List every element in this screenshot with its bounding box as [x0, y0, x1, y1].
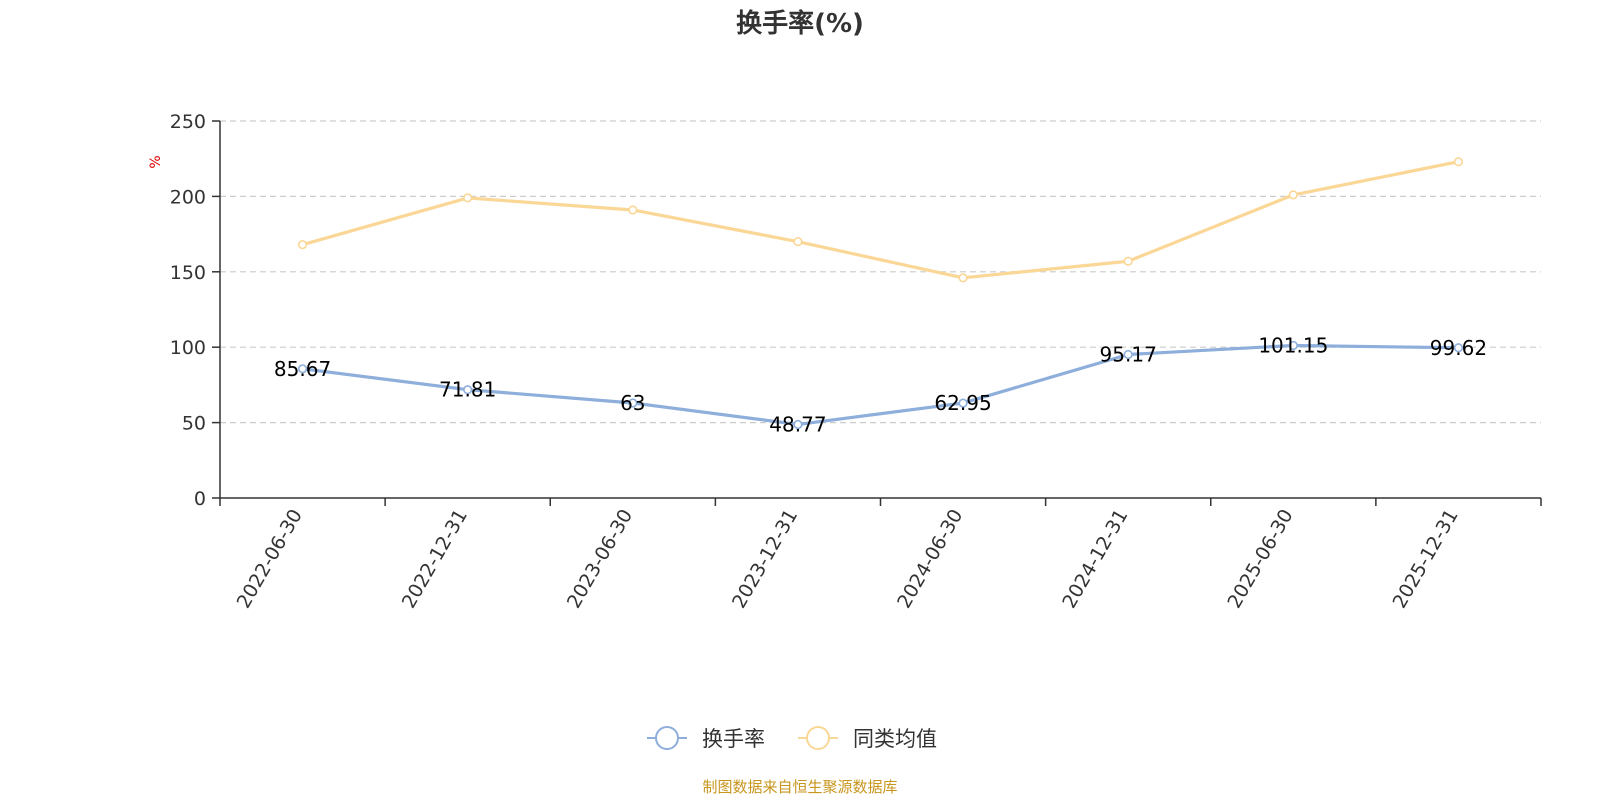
y-tick-label: 50	[182, 413, 206, 435]
x-tick-label: 2023-06-30	[563, 506, 637, 613]
chart-title: 换手率(%)	[736, 8, 864, 39]
legend-item-peer-average[interactable]: 同类均值	[798, 726, 937, 751]
axes	[219, 121, 1541, 499]
series-line-peer-average	[302, 160, 1459, 280]
series-line-turnover	[302, 343, 1459, 427]
data-label: 62.95	[934, 391, 991, 415]
legend-item-turnover[interactable]: 换手率	[647, 726, 765, 751]
legend-label-peer-average: 同类均值	[853, 727, 937, 751]
data-point	[958, 273, 968, 283]
data-label: 63	[620, 391, 645, 415]
data-point	[1123, 349, 1133, 360]
data-label: 48.77	[769, 412, 826, 436]
y-axis-ticks: 0 50 100 150 200 250	[170, 111, 220, 510]
y-tick-label: 100	[170, 337, 206, 359]
x-tick-label: 2022-12-31	[398, 506, 472, 613]
y-tick-label: 250	[170, 111, 206, 133]
data-point	[1288, 340, 1298, 351]
legend[interactable]: 换手率 同类均值	[647, 726, 937, 751]
data-point	[1288, 190, 1298, 200]
data-point	[297, 240, 308, 250]
y-tick-label: 200	[170, 186, 206, 208]
grid-lines	[220, 120, 1541, 424]
x-tick-label: 2025-06-30	[1223, 506, 1297, 613]
data-point	[1123, 256, 1133, 266]
legend-circle-icon	[806, 726, 830, 750]
data-point	[793, 419, 803, 430]
data-label: 95.17	[1100, 342, 1157, 366]
data-point	[1453, 157, 1464, 167]
data-point	[463, 193, 473, 203]
x-axis-ticks: 2022-06-30 2022-12-31 2023-06-30 2023-12-31…	[219, 498, 1542, 613]
legend-circle-icon	[655, 726, 679, 750]
data-point	[1453, 343, 1464, 353]
data-point	[793, 237, 803, 247]
data-point	[628, 205, 638, 215]
data-point	[958, 398, 968, 408]
y-tick-label: 150	[170, 262, 206, 284]
data-source-note: 制图数据来自恒生聚源数据库	[702, 778, 897, 796]
x-tick-label: 2025-12-31	[1389, 506, 1463, 613]
x-tick-label: 2024-12-31	[1058, 506, 1132, 613]
legend-label-turnover: 换手率	[702, 727, 765, 751]
data-labels: 85.67 71.81 63 48.77 62.95 95.17 101.15 99.62	[274, 333, 1487, 436]
data-point	[297, 364, 308, 374]
series-layer	[297, 157, 1464, 430]
data-label: 71.81	[439, 378, 496, 402]
y-tick-label: 0	[194, 488, 206, 510]
x-tick-label: 2023-12-31	[728, 506, 802, 613]
x-tick-label: 2024-06-30	[893, 506, 967, 613]
data-label: 99.62	[1430, 336, 1487, 360]
data-point	[463, 385, 473, 395]
y-axis-unit-label: %	[148, 155, 164, 168]
x-tick-label: 2022-06-30	[233, 506, 307, 613]
data-label: 101.15	[1258, 333, 1328, 357]
data-label: 85.67	[274, 357, 331, 381]
data-point	[628, 398, 638, 408]
